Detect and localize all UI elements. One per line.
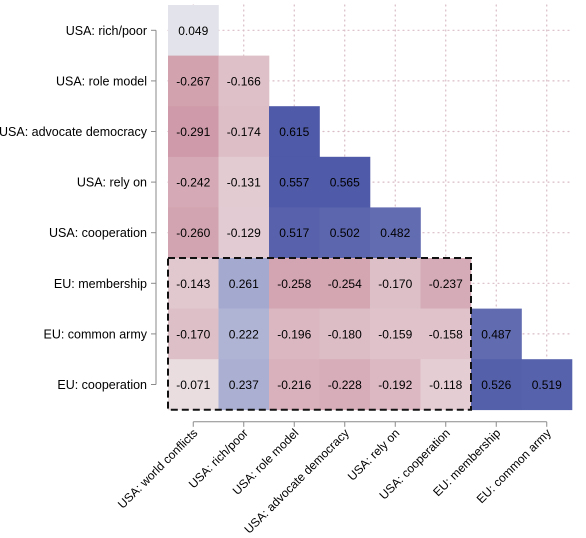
heatmap-cell (218, 258, 270, 309)
cell-value-label: -0.158 (429, 327, 463, 341)
cell-value-label: -0.170 (176, 327, 210, 341)
cell-value-label: -0.260 (176, 226, 210, 240)
row-label: USA: rich/poor (66, 24, 147, 38)
heatmap-cell (420, 258, 472, 309)
row-label: USA: role model (56, 74, 147, 88)
cell-value-label: 0.222 (229, 327, 259, 341)
heatmap-cell (168, 359, 219, 411)
heatmap-cell (168, 5, 219, 56)
cell-value-label: 0.237 (229, 378, 259, 392)
row-label: EU: membership (54, 277, 147, 291)
row-label: USA: rely on (77, 176, 147, 190)
heatmap-cell (269, 207, 320, 259)
heatmap-cell (471, 359, 522, 411)
heatmap-cell (370, 258, 421, 309)
cell-value-label: 0.261 (229, 277, 259, 291)
heatmap-cell (218, 308, 270, 360)
highlight-layer (167, 257, 472, 411)
cell-value-label: 0.565 (330, 176, 360, 190)
heatmap-cell (218, 359, 270, 411)
cell-value-label: 0.487 (481, 327, 511, 341)
cell-value-label: -0.192 (378, 378, 412, 392)
heatmap-cell (168, 55, 219, 107)
cell-value-label: -0.174 (227, 125, 261, 139)
heatmap-cell (370, 207, 421, 259)
cell-value-label: -0.237 (429, 277, 463, 291)
heatmap-cell (420, 308, 472, 360)
heatmap-cell (168, 156, 219, 208)
cell-value-label: -0.071 (176, 378, 210, 392)
heatmap-cell (370, 308, 421, 360)
cell-layer: 0.049 -0.267 -0.166 -0.291 -0.174 0.615 -0.242… (168, 5, 573, 411)
column-label: USA: world conflicts (115, 426, 200, 511)
cell-value-label: -0.254 (328, 277, 362, 291)
heatmap-cell (521, 359, 573, 411)
heatmap-cell (471, 308, 522, 360)
cell-value-label: 0.519 (532, 378, 562, 392)
cell-value-label: 0.526 (481, 378, 511, 392)
heatmap-cell (269, 156, 320, 208)
heatmap-cell (168, 106, 219, 158)
cell-value-label: -0.242 (176, 176, 210, 190)
cell-value-label: 0.615 (279, 125, 309, 139)
cell-value-label: -0.291 (176, 125, 210, 139)
cell-value-label: -0.216 (277, 378, 311, 392)
heatmap-cell (319, 258, 371, 309)
heatmap-cell (269, 258, 320, 309)
cell-value-label: -0.131 (227, 176, 261, 190)
cell-value-label: -0.129 (227, 226, 261, 240)
cell-value-label: -0.118 (429, 378, 462, 392)
heatmap-cell (420, 359, 472, 411)
row-label: EU: cooperation (57, 378, 147, 392)
heatmap-cell (168, 207, 219, 259)
row-label: USA: advocate democracy (0, 125, 148, 139)
heatmap-cell (218, 106, 270, 158)
cell-value-label: 0.502 (330, 226, 360, 240)
cell-value-label: 0.557 (279, 176, 309, 190)
heatmap-cell (319, 207, 371, 259)
heatmap-cell (218, 156, 270, 208)
cell-value-label: -0.166 (227, 74, 261, 88)
heatmap-cell (269, 106, 320, 158)
heatmap-cell (168, 308, 219, 360)
cell-value-label: -0.267 (176, 74, 210, 88)
cell-value-label: -0.170 (378, 277, 412, 291)
heatmap-cell (269, 308, 320, 360)
heatmap-cell (319, 359, 371, 411)
cell-value-label: 0.517 (279, 226, 309, 240)
heatmap-cell (319, 156, 371, 208)
heatmap-cell (218, 207, 270, 259)
cell-value-label: -0.180 (328, 327, 362, 341)
row-label: EU: common army (44, 327, 148, 341)
cell-value-label: 0.482 (380, 226, 410, 240)
heatmap-cell (269, 359, 320, 411)
heatmap-cell (218, 55, 270, 107)
heatmap-cell (319, 308, 371, 360)
heatmap-cell (168, 258, 219, 309)
highlight-box (167, 257, 472, 411)
cell-value-label: -0.228 (328, 378, 362, 392)
cell-value-label: -0.258 (277, 277, 311, 291)
cell-value-label: -0.143 (176, 277, 210, 291)
row-label: USA: cooperation (49, 226, 147, 240)
cell-value-label: -0.159 (378, 327, 412, 341)
cell-value-label: -0.196 (277, 327, 311, 341)
cell-value-label: 0.049 (178, 24, 208, 38)
column-label: USA: advocate democracy (242, 426, 352, 536)
heatmap-cell (370, 359, 421, 411)
